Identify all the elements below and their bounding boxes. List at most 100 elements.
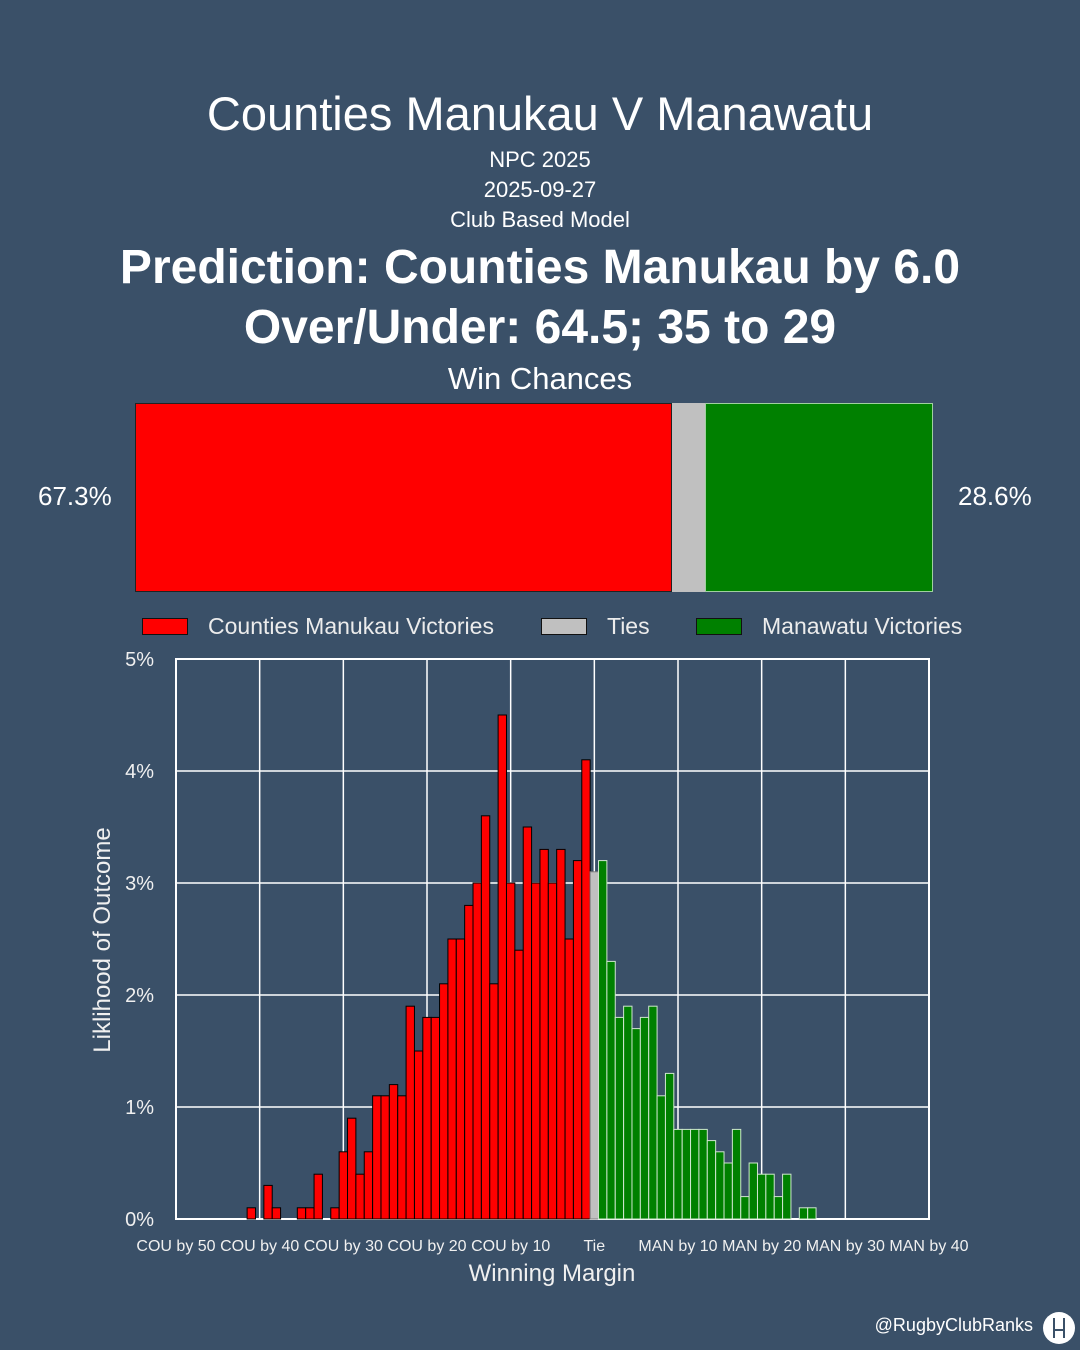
y-axis-label: Liklihood of Outcome (89, 827, 116, 1052)
bar-tie (589, 871, 600, 1220)
chart-title: Counties Manukau V Manawatu (206, 87, 874, 140)
bar-home-win (405, 1005, 415, 1220)
bar-home-win (296, 1207, 307, 1220)
over-under-text: Over/Under: 64.5; 35 to 29 (243, 301, 837, 354)
tie-segment (672, 403, 705, 592)
away-win-segment (704, 403, 933, 592)
x-tick-label: MAN by 40 (889, 1238, 968, 1255)
bar-away-win (723, 1162, 733, 1220)
bar-home-win (330, 1207, 340, 1220)
bar-home-win (531, 882, 541, 1220)
bar-home-win (305, 1207, 315, 1220)
bar-away-win (639, 1016, 650, 1220)
bar-home-win (430, 1016, 441, 1220)
bar-home-win (271, 1207, 282, 1220)
bar-home-win (480, 815, 491, 1220)
bar-away-win (698, 1128, 708, 1220)
bar-away-win (614, 1016, 625, 1220)
legend: Counties Manukau Victories Ties Manawatu… (0, 610, 1080, 642)
y-tick-label: 5% (125, 649, 154, 671)
y-tick-label: 1% (125, 1097, 154, 1119)
legend-swatch-away (696, 617, 742, 635)
x-tick-label: MAN by 10 (638, 1238, 717, 1255)
bar-away-win (740, 1196, 750, 1220)
margin-distribution-chart: 0%1%2%3%4%5%COU by 50 COU by 40 COU by 30 C… (89, 649, 969, 1287)
bar-home-win (522, 826, 533, 1220)
bar-away-win (748, 1162, 758, 1220)
bar-away-win (731, 1128, 742, 1220)
match-date: 2025-09-27 (483, 177, 597, 202)
bar-away-win (690, 1128, 700, 1220)
bar-home-win (581, 759, 591, 1220)
x-tick-label: COU by 10 (471, 1238, 550, 1255)
x-tick-label: COU by 20 (387, 1238, 466, 1255)
y-tick-label: 0% (125, 1209, 154, 1231)
x-tick-label: COU by 40 (220, 1238, 299, 1255)
bar-away-win (623, 1005, 633, 1220)
twitter-handle: @RugbyClubRanks (874, 1315, 1033, 1335)
bar-home-win (413, 1050, 424, 1220)
bar-away-win (773, 1196, 784, 1220)
legend-swatch-home (142, 617, 188, 635)
x-tick-label: Tie (584, 1238, 606, 1255)
win-chances-label: Win Chances (447, 361, 633, 396)
bar-home-win (455, 938, 466, 1220)
bar-home-win (556, 848, 566, 1220)
bar-away-win (681, 1128, 692, 1220)
bar-home-win (514, 949, 524, 1220)
bar-away-win (756, 1173, 767, 1220)
bar-home-win (547, 882, 558, 1220)
x-axis-label: Winning Margin (469, 1260, 636, 1287)
bar-home-win (439, 983, 449, 1220)
bar-away-win (765, 1173, 775, 1220)
bar-home-win (338, 1151, 349, 1220)
bar-away-win (715, 1151, 725, 1220)
y-tick-label: 3% (125, 873, 154, 895)
bar-away-win (631, 1028, 641, 1220)
x-tick-label: MAN by 20 (722, 1238, 801, 1255)
rugby-posts-logo-icon (1043, 1312, 1075, 1344)
y-tick-label: 4% (125, 761, 154, 783)
x-tick-label: MAN by 30 (806, 1238, 885, 1255)
bar-away-win (598, 860, 608, 1220)
bar-home-win (372, 1095, 382, 1220)
bar-home-win (363, 1151, 374, 1220)
bar-home-win (380, 1095, 390, 1220)
bar-away-win (656, 1095, 666, 1220)
x-tick-label: COU by 50 (136, 1238, 215, 1255)
bar-home-win (572, 860, 583, 1220)
y-tick-label: 2% (125, 985, 154, 1007)
legend-item-away: Manawatu Victories (696, 610, 962, 642)
bar-home-win (263, 1184, 273, 1220)
bar-home-win (355, 1173, 365, 1220)
bar-home-win (313, 1173, 323, 1220)
bar-home-win (347, 1117, 357, 1220)
home-win-segment (135, 403, 673, 592)
bar-home-win (447, 938, 457, 1220)
bar-home-win (489, 983, 499, 1220)
away-win-percent: 28.6% (958, 481, 1032, 511)
bar-away-win (664, 1072, 675, 1220)
bar-home-win (464, 904, 474, 1220)
legend-swatch-tie (541, 617, 587, 635)
bar-home-win (564, 938, 574, 1220)
win-chances-bar (135, 403, 933, 592)
bar-home-win (397, 1095, 407, 1220)
bar-away-win (782, 1173, 792, 1220)
bar-away-win (706, 1140, 717, 1220)
bar-away-win (648, 1005, 658, 1220)
bar-away-win (606, 960, 616, 1220)
bar-away-win (807, 1207, 817, 1220)
bar-home-win (388, 1084, 399, 1220)
model-label: Club Based Model (450, 207, 630, 232)
bar-home-win (539, 848, 549, 1220)
competition-label: NPC 2025 (489, 147, 591, 172)
bar-home-win (497, 714, 507, 1220)
legend-item-tie: Ties (541, 610, 650, 642)
bar-away-win (798, 1207, 809, 1220)
bar-away-win (673, 1128, 683, 1220)
legend-label-away: Manawatu Victories (762, 612, 963, 639)
x-tick-label: COU by 30 (304, 1238, 383, 1255)
bar-home-win (505, 882, 516, 1220)
legend-label-home: Counties Manukau Victories (208, 612, 494, 639)
